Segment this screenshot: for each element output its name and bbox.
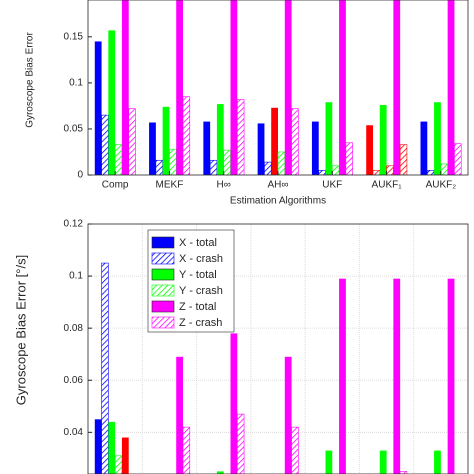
axes-frame — [87, 223, 469, 474]
legend-swatch — [151, 316, 175, 329]
bar — [230, 0, 238, 175]
x-tick-label: Comp — [102, 180, 129, 191]
bar — [101, 114, 109, 175]
bar — [101, 262, 109, 474]
bar — [176, 356, 183, 474]
bar — [114, 455, 123, 474]
legend-label: Y - crash — [179, 285, 223, 297]
bar — [447, 0, 455, 175]
x-tick-label: H∞ — [217, 180, 231, 191]
bar — [393, 278, 401, 474]
bar — [372, 170, 381, 175]
bar — [236, 99, 245, 175]
bar — [121, 0, 129, 175]
bar — [121, 437, 129, 474]
bar — [447, 278, 455, 474]
x-tick-label: AH∞ — [267, 180, 288, 191]
x-tick-label: AUKF₁ — [372, 180, 403, 191]
bar — [182, 96, 191, 175]
bar — [149, 122, 156, 175]
bar — [223, 149, 231, 175]
legend-swatch — [151, 268, 175, 281]
bar — [393, 0, 401, 175]
bar — [216, 471, 224, 474]
y-axis-label: Gyroscope Bias Error [°/s] — [13, 255, 28, 405]
y-tick-label: 0.08 — [64, 323, 84, 334]
bar — [155, 159, 163, 175]
bar — [108, 30, 116, 175]
y-tick-label: 0.06 — [64, 375, 84, 386]
legend-label: X - crash — [179, 253, 223, 265]
bar — [399, 144, 408, 175]
bar — [345, 142, 353, 175]
bar — [325, 450, 333, 474]
bar — [182, 426, 191, 474]
y-tick-label: 0.05 — [64, 124, 84, 135]
y-axis-label: Gyroscope Bias Error — [25, 32, 36, 128]
bar — [277, 151, 286, 175]
bars — [94, 224, 455, 474]
bar — [339, 278, 346, 474]
x-axis-label: Estimation Algorithms — [230, 196, 326, 207]
bar — [284, 356, 292, 474]
bar — [440, 163, 448, 175]
x-tick-label: MEKF — [156, 180, 184, 191]
bar — [339, 0, 346, 175]
bar — [230, 333, 238, 474]
bar — [128, 108, 136, 175]
bar — [379, 105, 387, 175]
bar — [434, 102, 441, 175]
x-tick-label: UKF — [322, 180, 342, 191]
bar — [94, 41, 102, 175]
bar — [434, 450, 441, 474]
bar — [454, 143, 462, 175]
bar — [94, 419, 102, 474]
x-tick-label: AUKF₂ — [426, 180, 457, 191]
bar — [366, 125, 373, 175]
bar — [271, 107, 278, 175]
bar — [108, 421, 116, 474]
bar — [264, 161, 272, 175]
bar — [176, 0, 183, 175]
bar — [325, 102, 333, 175]
legend-label: Y - total — [179, 269, 217, 281]
bar — [331, 165, 340, 175]
y-tick-label: 0.1 — [69, 271, 83, 282]
bar — [209, 159, 218, 175]
bar — [291, 108, 299, 175]
y-tick-label: 0.04 — [64, 427, 84, 438]
plot-area — [88, 224, 468, 474]
legend-swatch — [151, 300, 175, 313]
bar — [169, 148, 177, 175]
bar — [386, 165, 394, 175]
bar — [216, 104, 224, 175]
bar — [311, 121, 319, 175]
bar — [420, 121, 428, 175]
bar — [399, 471, 408, 474]
bars — [94, 0, 462, 175]
bar — [284, 0, 292, 175]
bar — [291, 426, 299, 474]
bar — [257, 123, 265, 175]
bar — [203, 121, 211, 175]
y-tick-label: 0.15 — [64, 31, 84, 42]
bar — [379, 450, 387, 474]
legend-label: Z - total — [179, 301, 216, 313]
bar — [236, 413, 245, 474]
bar — [426, 170, 435, 175]
bar — [162, 106, 170, 175]
legend-swatch — [151, 236, 175, 249]
axes-frame — [87, 0, 469, 176]
y-tick-label: 0.1 — [69, 78, 83, 89]
legend-label: Z - crash — [179, 317, 222, 329]
bar — [318, 170, 326, 175]
y-tick-label: 0 — [77, 170, 83, 181]
legend-swatch — [151, 252, 175, 265]
legend-swatch — [151, 284, 175, 297]
bar — [114, 144, 123, 175]
legend-label: X - total — [179, 237, 217, 249]
y-tick-label: 0.12 — [64, 219, 84, 230]
